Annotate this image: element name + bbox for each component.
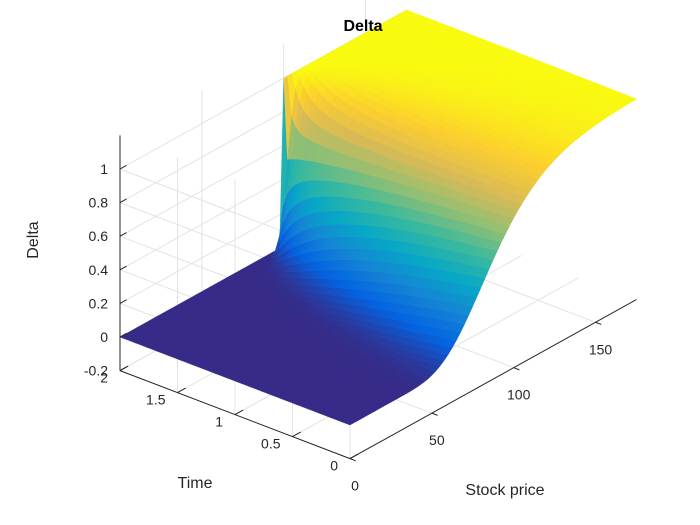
x-tick-label: 100 [507, 387, 531, 403]
y-tick [349, 453, 359, 460]
surface-mesh [119, 9, 637, 426]
z-tick [119, 366, 127, 372]
x-tick-label: 50 [429, 432, 445, 448]
y-tick [177, 387, 186, 394]
z-tick [119, 332, 127, 338]
z-tick-label: 0.4 [89, 262, 109, 278]
y-tick-label: 1 [215, 414, 223, 430]
z-tick [119, 299, 127, 304]
z-axis-label: Delta [25, 221, 42, 258]
y-tick [292, 431, 301, 438]
x-tick [595, 321, 602, 325]
x-tick [513, 367, 520, 371]
z-tick [119, 198, 127, 204]
z-tick [119, 265, 127, 271]
y-tick-label: 1.5 [146, 392, 166, 408]
x-axis-line [349, 299, 637, 460]
tick-labels: 0 50 100 150 0 0.5 1 1.5 2-0.2 0 0.2 0.4 0.6 0.8 1 [84, 161, 613, 494]
x-tick-label: 0 [351, 478, 359, 494]
y-tick-label: 2 [100, 370, 108, 386]
y-tick-label: 0 [330, 458, 338, 474]
x-tick [349, 458, 356, 462]
y-tick-label: 0.5 [261, 436, 281, 452]
surface-patch [628, 97, 637, 102]
z-tick-label: 1 [100, 161, 108, 177]
chart-title: Delta [343, 18, 382, 35]
z-tick [119, 232, 127, 237]
x-axis-label: Stock price [465, 482, 544, 499]
z-tick-label: 0.2 [89, 295, 109, 311]
z-tick-label: 0.8 [89, 195, 109, 211]
x-tick-label: 150 [589, 341, 613, 357]
y-tick [234, 409, 244, 416]
z-tick-label: 0.6 [89, 228, 109, 244]
z-tick-label: -0.2 [84, 363, 108, 379]
z-tick [119, 164, 127, 170]
z-tick-label: 0 [100, 329, 108, 345]
x-tick [431, 412, 438, 416]
y-axis-label: Time [178, 475, 213, 492]
